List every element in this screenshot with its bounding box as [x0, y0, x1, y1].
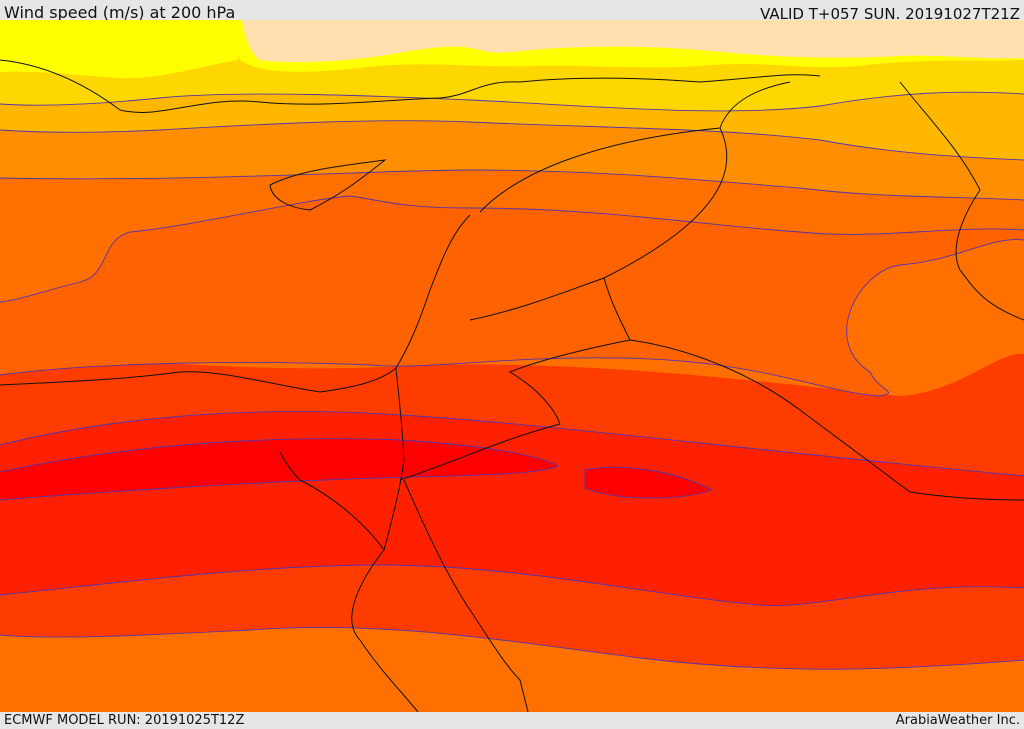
- coastline-egypt-north: [0, 371, 321, 393]
- contour-line: [0, 120, 1024, 161]
- coastline-cyprus: [269, 159, 387, 211]
- contour-line: [0, 169, 1024, 201]
- contour-line: [0, 91, 1024, 112]
- coastline-gulf-of-suez: [279, 367, 405, 552]
- map-title: Wind speed (m/s) at 200 hPa: [4, 3, 236, 22]
- band-lowest: [242, 20, 1024, 63]
- contour-line: [584, 466, 714, 499]
- border-iraq-saudi: [629, 339, 1024, 501]
- contour-line: [0, 564, 1024, 606]
- band-jet-core-east: [585, 467, 712, 499]
- contour-line: [0, 195, 1024, 303]
- contour-line: [0, 239, 1024, 397]
- coastline-levant: [319, 214, 471, 393]
- border-jordan-saudi: [399, 277, 631, 481]
- border-syria-turkey: [603, 127, 728, 279]
- contour-line: [0, 411, 1024, 477]
- border-iraq-iran: [899, 81, 1024, 321]
- contour-line: [0, 438, 559, 501]
- model-run-label: ECMWF MODEL RUN: 20191025T12Z: [4, 713, 245, 728]
- wind-speed-map: [0, 20, 1024, 712]
- geographic-borders: [0, 59, 1024, 712]
- band-jet-core: [0, 438, 558, 500]
- band-very-low-west: [0, 20, 239, 79]
- contour-line: [0, 626, 1024, 670]
- border-syria-iraq: [479, 81, 791, 213]
- brand-label: ArabiaWeather Inc.: [895, 713, 1020, 728]
- wind-contours: [0, 91, 1024, 670]
- valid-time-label: VALID T+057 SUN. 20191027T21Z: [760, 5, 1020, 23]
- coastline-turkey: [0, 59, 821, 113]
- coastline-red-sea: [403, 479, 529, 712]
- coastline-red-sea-west: [351, 549, 419, 712]
